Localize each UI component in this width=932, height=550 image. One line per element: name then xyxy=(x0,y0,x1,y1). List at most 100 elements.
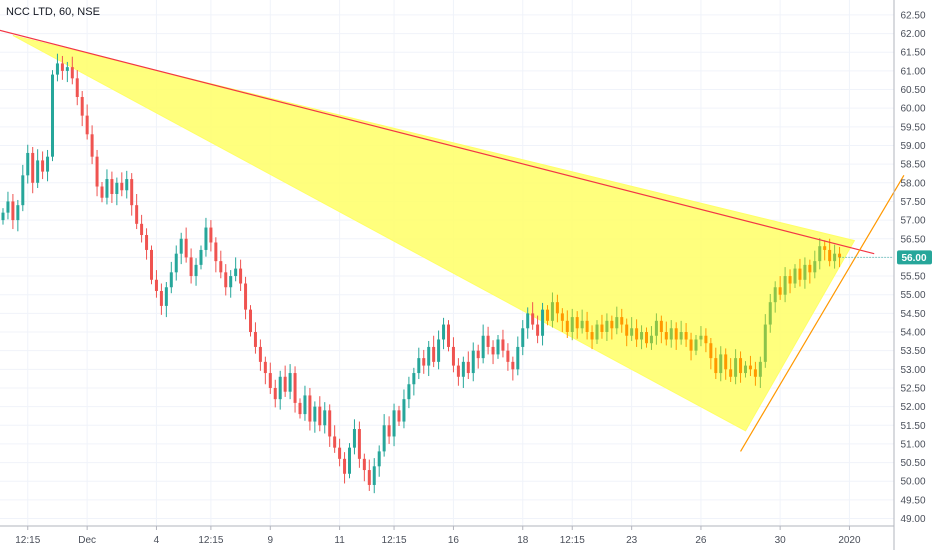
candle-body xyxy=(323,410,327,426)
x-tick-label: 23 xyxy=(626,535,638,546)
y-tick-label: 52.50 xyxy=(900,383,925,394)
candle-body xyxy=(823,246,827,250)
candle xyxy=(229,270,233,298)
x-tick-label: 9 xyxy=(268,535,274,546)
candle-body xyxy=(407,384,411,400)
candle xyxy=(768,293,772,333)
candle xyxy=(427,340,431,377)
candle xyxy=(818,238,822,270)
candle xyxy=(694,334,698,356)
trendline-lower[interactable] xyxy=(740,175,905,452)
candle xyxy=(214,237,218,273)
y-tick-label: 58.00 xyxy=(900,178,925,189)
candle-body xyxy=(838,253,842,258)
candle xyxy=(135,193,139,230)
candle xyxy=(249,305,252,337)
y-tick-label: 55.50 xyxy=(900,272,925,283)
trendline-upper[interactable] xyxy=(0,26,875,255)
candle xyxy=(531,302,535,330)
candle xyxy=(541,302,545,346)
candle-body xyxy=(372,466,376,485)
candle-body xyxy=(343,458,347,474)
candle xyxy=(635,319,639,347)
candle xyxy=(90,125,94,165)
y-tick-label: 58.50 xyxy=(900,160,925,171)
candle xyxy=(674,322,678,350)
candle xyxy=(442,317,446,350)
candle xyxy=(649,326,653,350)
candle-body xyxy=(90,134,94,157)
candle-body xyxy=(550,302,554,321)
candle-body xyxy=(506,350,510,362)
candle xyxy=(709,337,713,370)
candle xyxy=(313,401,317,433)
candle xyxy=(496,334,500,359)
candle-body xyxy=(481,335,485,359)
candle xyxy=(367,459,371,491)
wedge-triangle[interactable] xyxy=(12,34,856,432)
candle xyxy=(268,362,272,394)
candle-body xyxy=(224,272,228,288)
candle xyxy=(1,208,5,225)
candle-body xyxy=(739,358,743,374)
x-axis[interactable]: 12:15 Dec 4 12:15 9 11 12:15 16 18 12:15 23 26 30 202… xyxy=(15,526,861,546)
candle-body xyxy=(46,156,50,172)
candle-body xyxy=(21,175,25,206)
candle-body xyxy=(333,436,337,448)
candle xyxy=(318,396,322,432)
candle xyxy=(184,227,188,263)
candle xyxy=(46,149,50,182)
candle-body xyxy=(699,335,703,340)
candle xyxy=(719,346,723,382)
candle-body xyxy=(793,268,797,284)
candle xyxy=(684,323,688,347)
candle xyxy=(570,308,574,341)
candle-body xyxy=(253,332,257,347)
candle xyxy=(664,321,668,346)
candle xyxy=(273,379,277,408)
candle-body xyxy=(352,429,356,448)
candle xyxy=(189,248,193,284)
candle xyxy=(580,309,584,334)
symbol-title[interactable]: NCC LTD, 60, NSE xyxy=(6,6,100,18)
candle xyxy=(397,405,401,427)
candle-body xyxy=(808,264,812,273)
candle-body xyxy=(268,373,272,388)
candle-body xyxy=(55,63,59,75)
candle-body xyxy=(625,324,629,336)
candle-body xyxy=(214,242,218,262)
candle-body xyxy=(753,369,757,377)
y-axis[interactable]: 49.00 49.50 50.00 50.50 51.00 51.50 52.00 52.50… xyxy=(900,10,925,525)
candle-body xyxy=(60,63,64,71)
trendlines[interactable] xyxy=(0,26,905,452)
candle-body xyxy=(377,451,381,467)
candle xyxy=(244,276,248,320)
candle xyxy=(293,366,297,413)
candle-body xyxy=(65,67,69,71)
candle-body xyxy=(575,317,579,329)
candle xyxy=(80,91,84,127)
candle xyxy=(798,258,802,287)
candle-body xyxy=(541,309,545,336)
candle-body xyxy=(828,249,832,262)
candle xyxy=(432,335,436,368)
candle xyxy=(125,170,129,199)
candle-body xyxy=(249,309,252,333)
candle xyxy=(85,104,89,140)
candle xyxy=(481,324,485,364)
y-tick-label: 54.00 xyxy=(900,328,925,339)
candle xyxy=(788,269,792,294)
candle-body xyxy=(199,249,203,265)
candle xyxy=(466,351,470,380)
candle xyxy=(362,453,366,482)
candle-body xyxy=(803,264,807,280)
y-tick-label: 49.50 xyxy=(900,495,925,506)
candle xyxy=(437,330,441,370)
candle xyxy=(610,315,614,340)
wedge-pattern[interactable] xyxy=(12,34,856,432)
last-price-label: 56.00 xyxy=(901,253,926,264)
y-tick-label: 59.00 xyxy=(900,141,925,152)
candle xyxy=(36,149,40,189)
last-price-tag-background xyxy=(897,250,932,265)
